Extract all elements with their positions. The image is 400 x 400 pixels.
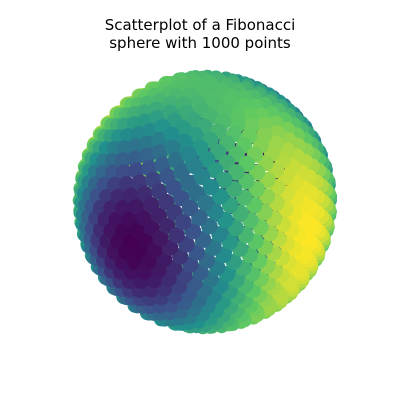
scatter-point (126, 150, 143, 167)
scatter-point (181, 199, 199, 217)
scatter-point (164, 139, 181, 156)
scatter-points (72, 69, 338, 335)
scatter-point (216, 171, 233, 189)
scatter-point (228, 164, 245, 181)
scatter-point (168, 227, 185, 244)
scatter-point (197, 194, 214, 211)
scatter-point (139, 148, 156, 165)
chart-title: Scatterplot of a Fibonacci sphere with 1… (0, 16, 400, 52)
scatter-point (163, 126, 180, 143)
scatter-point (151, 131, 168, 148)
chart-title-line-2: sphere with 1000 points (109, 34, 291, 52)
scatter-point (176, 133, 193, 151)
scatter-point (202, 178, 220, 196)
scatter-point (152, 230, 169, 247)
chart-title-line-1: Scatterplot of a Fibonacci (104, 16, 296, 34)
scatter-point (175, 213, 192, 231)
scatter-point (151, 144, 168, 161)
scatter-point (139, 135, 156, 152)
